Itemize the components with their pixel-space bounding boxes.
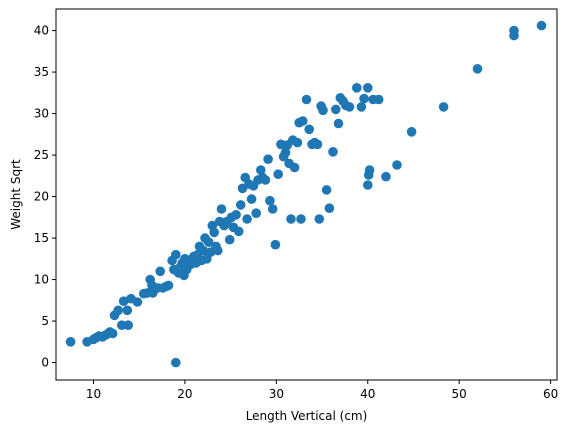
data-point — [270, 239, 281, 250]
data-point — [292, 137, 303, 148]
data-point — [296, 214, 306, 224]
data-point — [213, 245, 223, 256]
y-tick-label: 40 — [34, 24, 49, 38]
x-tick-label: 60 — [543, 387, 558, 401]
data-point — [331, 104, 341, 115]
data-point — [304, 124, 315, 135]
data-point — [107, 328, 118, 339]
data-point — [321, 185, 332, 195]
data-point — [289, 162, 300, 173]
y-axis-ticks: 0 5 10 15 20 25 30 35 40 — [34, 24, 56, 370]
data-point — [246, 194, 257, 204]
data-point — [234, 226, 244, 237]
x-tick-label: 10 — [86, 387, 101, 401]
data-point — [132, 297, 143, 307]
data-point — [224, 234, 235, 245]
data-point — [356, 102, 367, 112]
data-point — [216, 204, 227, 214]
data-point — [251, 208, 261, 218]
y-tick-label: 35 — [34, 65, 49, 79]
y-tick-label: 30 — [34, 107, 49, 121]
data-point — [163, 280, 174, 291]
data-point — [286, 214, 296, 224]
data-point — [312, 139, 323, 150]
data-point — [472, 64, 483, 74]
data-point — [209, 227, 219, 238]
y-tick-label: 10 — [34, 273, 49, 287]
data-point — [171, 357, 181, 368]
data-point — [324, 203, 335, 213]
x-axis-ticks: 10 20 30 40 50 60 — [86, 380, 558, 401]
data-point — [273, 169, 284, 179]
data-point — [123, 320, 133, 331]
x-tick-label: 30 — [269, 387, 284, 401]
data-point — [113, 305, 123, 316]
y-tick-label: 5 — [41, 314, 49, 328]
data-point — [267, 204, 278, 214]
data-point — [65, 337, 76, 347]
x-tick-label: 20 — [177, 387, 192, 401]
x-axis-label: Length Vertical (cm) — [246, 409, 368, 423]
data-point — [363, 83, 373, 93]
data-points — [65, 20, 547, 368]
y-tick-label: 20 — [34, 190, 49, 204]
y-tick-label: 25 — [34, 148, 49, 162]
data-point — [298, 116, 308, 126]
data-point — [242, 214, 252, 224]
data-point — [118, 296, 129, 307]
data-point — [333, 118, 344, 129]
data-point — [536, 20, 547, 31]
data-point — [255, 165, 266, 175]
plot-frame — [55, 8, 558, 381]
data-point — [314, 214, 325, 224]
data-point — [265, 195, 275, 206]
data-point — [155, 266, 165, 277]
data-point — [328, 147, 338, 157]
data-point — [359, 93, 369, 104]
x-tick-label: 40 — [360, 387, 375, 401]
data-point — [392, 160, 402, 170]
data-point — [381, 171, 391, 182]
data-point — [280, 147, 291, 158]
data-point — [235, 200, 246, 210]
data-point — [406, 127, 417, 137]
data-point — [171, 249, 181, 260]
data-point — [122, 305, 133, 316]
x-tick-label: 50 — [452, 387, 467, 401]
data-point — [352, 83, 362, 93]
y-tick-label: 15 — [34, 231, 49, 245]
data-point — [364, 165, 375, 175]
data-point — [438, 102, 449, 112]
data-point — [231, 210, 241, 220]
data-point — [203, 237, 214, 247]
data-point — [363, 180, 373, 190]
data-point — [263, 154, 273, 164]
data-point — [509, 25, 519, 36]
data-point — [301, 94, 312, 105]
y-tick-label: 0 — [41, 356, 49, 370]
data-point — [318, 105, 328, 116]
data-point — [344, 102, 355, 112]
data-point — [198, 245, 208, 256]
data-point — [260, 175, 271, 185]
y-axis-label: Weight Sqrt — [9, 159, 23, 230]
data-point — [373, 94, 384, 105]
